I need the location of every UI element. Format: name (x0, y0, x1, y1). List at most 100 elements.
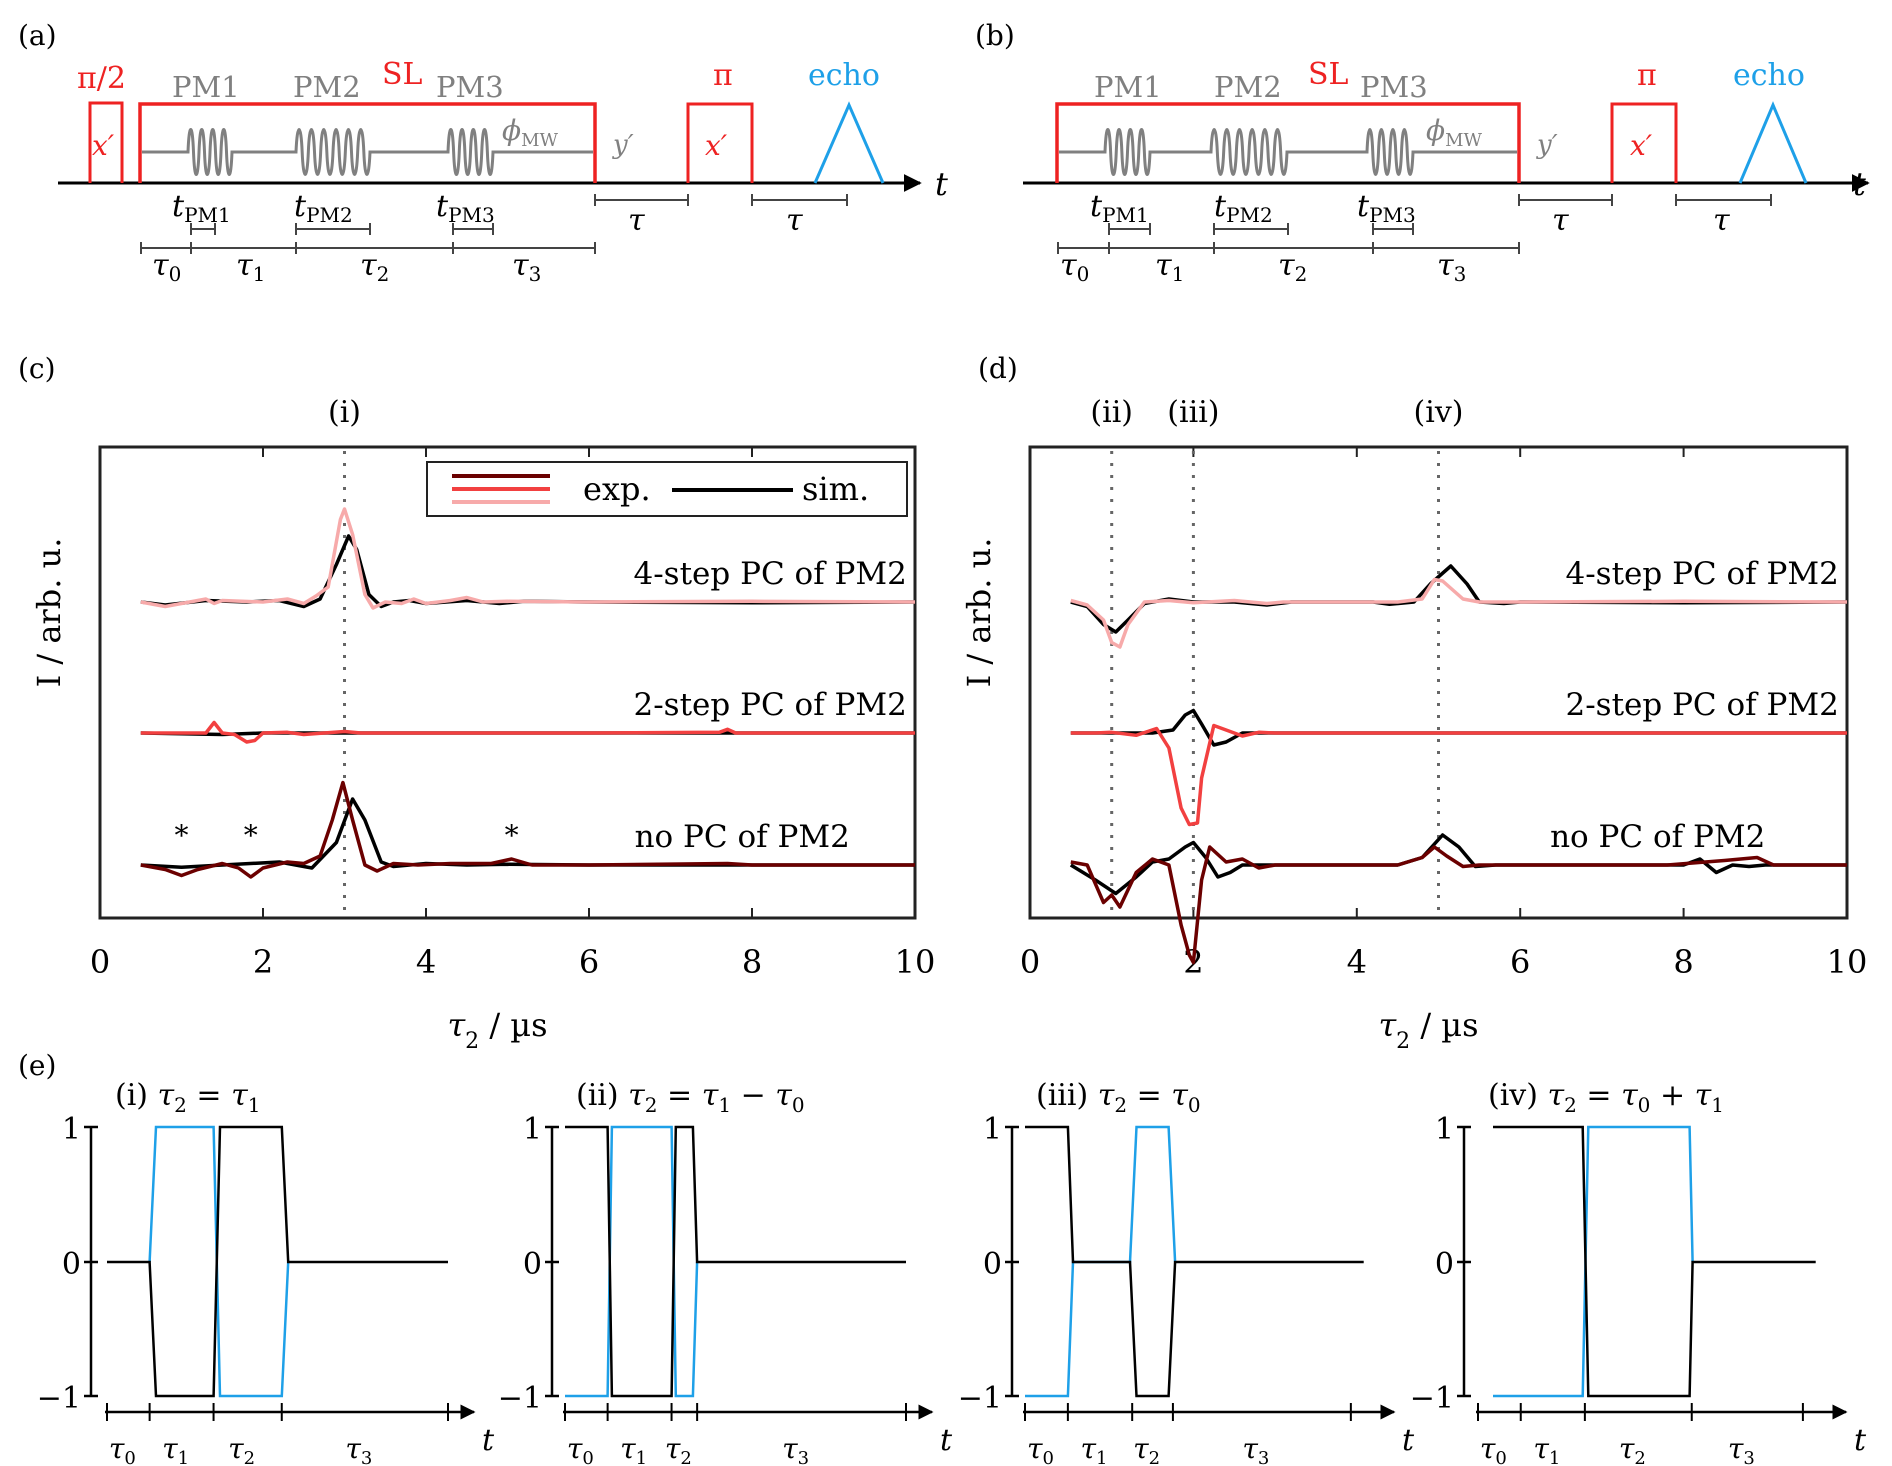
timing-brackets (140, 194, 848, 254)
asterisk-mark: * (505, 819, 519, 852)
tau1-label: τ1 (1155, 248, 1184, 286)
tau-segment-label: τ0 (1480, 1432, 1507, 1466)
sl-phase-label: y′ (612, 130, 634, 160)
marker-label: (ii) (1090, 395, 1133, 430)
exp-trace (140, 780, 915, 879)
exp-trace (140, 720, 915, 744)
time-axis-label: t (940, 1423, 953, 1458)
tau-segment-label: τ1 (620, 1432, 647, 1466)
subplot-4: 1 0 −1 t τ0 τ1 τ2 τ3 (iv) τ2 = τ0 + τ1 (1410, 1078, 1867, 1466)
y-tick-label: −1 (498, 1381, 542, 1416)
tau2-label: τ2 (360, 248, 389, 286)
tau-segment-label: τ2 (1133, 1432, 1160, 1466)
y-tick-label: 1 (983, 1112, 1002, 1147)
tau3-label: τ3 (1437, 248, 1466, 286)
tau0-label: τ0 (1060, 248, 1089, 286)
y-tick-label: −1 (37, 1381, 81, 1416)
y-axis-label: I / arb. u. (30, 538, 68, 688)
pm3-label: PM3 (1360, 70, 1428, 104)
y-tick-label: −1 (1410, 1381, 1454, 1416)
phi-mw-label: ϕMW (1426, 114, 1483, 151)
time-axis-label: t (1854, 1423, 1867, 1458)
tau-label-2: τ (786, 203, 803, 238)
panel-label-c: (c) (18, 352, 56, 385)
pm-waveform-path (1059, 128, 1517, 176)
pi-label: π (1637, 58, 1657, 93)
tau0-label: τ0 (152, 248, 181, 286)
t-pm1-label: tPM1 (172, 189, 231, 227)
tau3-label: τ3 (512, 248, 541, 286)
exp-trace (1070, 577, 1848, 649)
subplot-title: (i) τ2 = τ1 (115, 1078, 260, 1117)
x-tick-label: 0 (90, 943, 110, 981)
x-tick-label: 4 (1347, 943, 1367, 981)
blue-waveform (565, 1125, 699, 1398)
marker-label: (i) (328, 395, 361, 430)
tau-segment-label: τ3 (345, 1432, 372, 1466)
pi-half-label: π/2 (77, 61, 126, 96)
pi-half-pulse (88, 101, 124, 183)
exp-trace (140, 507, 916, 610)
x-tick-label: 6 (579, 943, 599, 981)
subplot-1: 1 0 −1 t τ0 τ1 τ2 τ3 (i) τ2 = τ1 (37, 1078, 495, 1466)
trace-label: 2-step PC of PM2 (633, 687, 906, 723)
subplot-title: (iv) τ2 = τ0 + τ1 (1488, 1078, 1724, 1117)
exp-trace (1070, 723, 1847, 827)
y-tick-label: 1 (523, 1112, 542, 1147)
tau-label-1: τ (628, 203, 645, 238)
pi-phase: x′ (705, 129, 728, 162)
tau-segment-label: τ3 (1728, 1432, 1755, 1466)
tau-segment-label: τ0 (109, 1432, 136, 1466)
x-axis-label: τ2 / µs (447, 1006, 547, 1054)
t-pm3-label: tPM3 (436, 189, 495, 227)
time-axis-label: t (1402, 1423, 1415, 1458)
echo-label: echo (1733, 58, 1805, 93)
tau-segment-label: τ0 (1027, 1432, 1054, 1466)
trace-label: no PC of PM2 (635, 819, 850, 855)
time-axis-label: t (935, 165, 948, 203)
black-waveform (1025, 1125, 1364, 1398)
panel-label-a: (a) (18, 19, 57, 52)
x-tick-label: 2 (253, 943, 273, 981)
subplot-title: (ii) τ2 = τ1 − τ0 (576, 1078, 805, 1117)
panel-label-b: (b) (975, 19, 1015, 52)
y-tick-label: −1 (958, 1381, 1002, 1416)
pm-waveform-path (142, 128, 593, 176)
spin-lock-pulse (138, 102, 597, 183)
plot-frame (98, 445, 917, 920)
y-tick-label: 0 (1435, 1247, 1454, 1282)
t-pm2-label: tPM2 (1214, 189, 1273, 227)
subplot-title: (iii) τ2 = τ0 (1036, 1078, 1201, 1117)
pm2-label: PM2 (1214, 70, 1282, 104)
tau-label-2: τ (1713, 203, 1730, 238)
pm2-label: PM2 (293, 70, 361, 104)
y-tick-label: 1 (1435, 1112, 1454, 1147)
x-tick-label: 10 (895, 943, 936, 981)
legend: exp. sim. (426, 461, 908, 517)
pi-phase: x′ (1630, 129, 1653, 162)
pi-pulse (1610, 102, 1678, 183)
black-waveform (107, 1125, 448, 1398)
y-tick-label: 1 (62, 1112, 81, 1147)
pi-label: π (713, 58, 733, 93)
phi-mw-label: ϕMW (502, 114, 559, 151)
panel-a-pulse-sequence: (a) t π/2 x′ SL PM1 PM2 PM3 ϕMW y′ π x′ … (18, 19, 948, 286)
pi-pulse (686, 102, 754, 183)
tau-segment-label: τ2 (1619, 1432, 1646, 1466)
echo-signal (813, 101, 885, 184)
panel-b-pulse-sequence: (b) t SL PM1 PM2 PM3 ϕMW y′ π x′ echo τ … (975, 19, 1870, 286)
tau-segment-label: τ1 (1533, 1432, 1560, 1466)
sl-phase-label: y′ (1536, 130, 1558, 160)
t-pm2-label: tPM2 (294, 189, 353, 227)
panel-label-e: (e) (18, 1049, 56, 1082)
subplot-3: 1 0 −1 t τ0 τ1 τ2 τ3 (iii) τ2 = τ0 (958, 1078, 1415, 1466)
phase-modulation-waveform (1059, 128, 1517, 176)
trace-label: no PC of PM2 (1550, 819, 1765, 855)
timing-brackets (1057, 194, 1772, 254)
tau-segment-label: τ2 (228, 1432, 255, 1466)
time-axis-label: t (482, 1423, 495, 1458)
tau-segment-label: τ3 (1242, 1432, 1269, 1466)
tau2-label: τ2 (1278, 248, 1307, 286)
